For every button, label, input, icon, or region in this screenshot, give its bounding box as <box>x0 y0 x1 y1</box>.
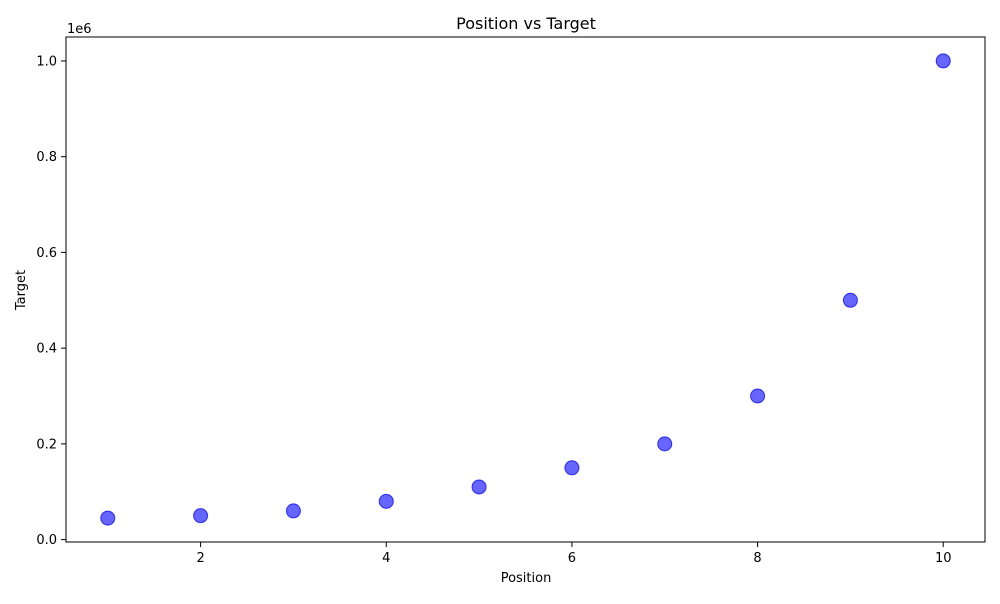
data-point <box>657 436 673 452</box>
x-tick-label: 4 <box>382 551 390 566</box>
x-tick-label: 8 <box>753 551 761 566</box>
data-point <box>378 493 394 509</box>
y-tick-label: 1.0 <box>36 54 57 69</box>
x-tick-label: 10 <box>935 551 952 566</box>
y-axis-offset-label: 1e6 <box>67 22 92 37</box>
data-point <box>935 53 951 69</box>
y-tick-label: 0.0 <box>36 533 57 548</box>
y-axis-label: Target <box>14 270 29 311</box>
y-tick-label: 0.2 <box>36 437 57 452</box>
data-point <box>285 503 301 519</box>
y-tick-label: 0.4 <box>36 342 57 357</box>
y-tick-label: 0.8 <box>36 150 57 165</box>
x-axis-label: Position <box>501 571 552 586</box>
x-tick-label: 2 <box>196 551 204 566</box>
plot-area: 2 4 6 8 10 0.0 0.2 0.4 0.6 0.8 1.0 <box>36 36 986 566</box>
axes-frame <box>65 36 986 543</box>
data-point <box>193 508 209 524</box>
y-tick-label: 0.6 <box>36 246 57 261</box>
data-point <box>100 510 116 526</box>
data-point <box>564 460 580 476</box>
x-tick-label: 6 <box>568 551 576 566</box>
chart-title: Position vs Target <box>456 14 596 33</box>
data-point <box>842 292 858 308</box>
data-point <box>471 479 487 495</box>
data-point <box>750 388 766 404</box>
